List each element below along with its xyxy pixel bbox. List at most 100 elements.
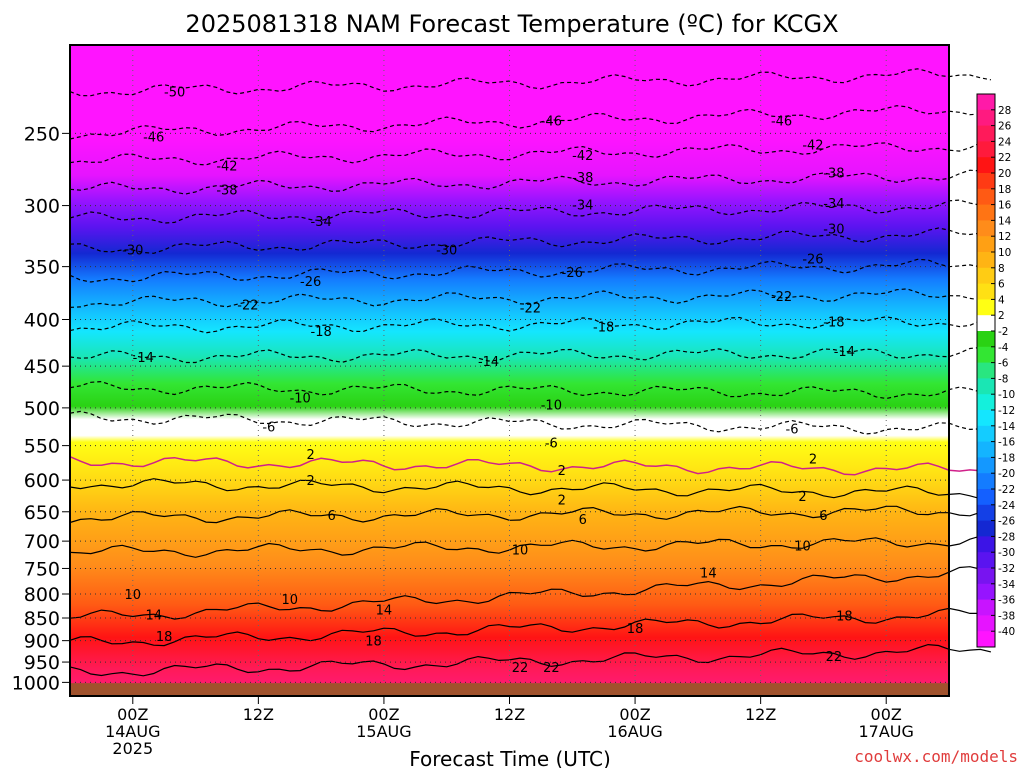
- legend-label: -20: [998, 468, 1015, 480]
- legend-label: 12: [998, 231, 1011, 243]
- grid-lines: [70, 45, 949, 696]
- contour-line: [69, 288, 992, 308]
- legend-swatch: [977, 394, 995, 411]
- legend-frame: [976, 93, 996, 648]
- contour-line: [69, 380, 991, 400]
- contour-label: 10: [512, 544, 529, 559]
- legend-swatch: [977, 489, 995, 506]
- contour-labels: -50-46 -46-46-42-42-42-38-38 -38-34-34 -34-…: [122, 86, 855, 676]
- legend-swatch: [977, 315, 995, 332]
- contour-line: [69, 199, 991, 224]
- plot-area: -50-46 -46-46-42-42-42-38-38 -38-34-34 -34-…: [69, 44, 992, 697]
- y-tick-label: 850: [24, 608, 60, 630]
- legend-swatch: [977, 252, 995, 269]
- legend-swatch: [977, 536, 995, 553]
- legend-swatch: [977, 520, 995, 537]
- legend-swatch: [977, 425, 995, 443]
- y-tick-label: 600: [24, 470, 60, 492]
- y-tick-label: 400: [24, 310, 60, 332]
- x-tick-date: 15AUG: [356, 722, 411, 741]
- contour-line: [69, 456, 992, 476]
- contour-label: 14: [376, 604, 393, 619]
- legend-swatch: [977, 615, 995, 632]
- legend-label: -16: [998, 437, 1015, 449]
- ground-surface: [70, 683, 949, 696]
- watermark: coolwx.com/models: [854, 747, 1018, 766]
- legend-swatch: [977, 204, 995, 221]
- contour-label: -34: [823, 197, 844, 212]
- contour-label: -38: [572, 171, 593, 186]
- y-tick-label: 550: [24, 436, 60, 458]
- y-tick-label: 300: [24, 196, 60, 218]
- legend-label: 22: [998, 152, 1011, 164]
- x-tick-label: 00Z: [117, 705, 148, 724]
- y-tick-label: 450: [24, 356, 60, 378]
- contour-label: 10: [794, 540, 811, 555]
- contour-label: -18: [593, 320, 614, 335]
- legend-swatch: [977, 188, 995, 206]
- legend-label: -40: [998, 626, 1015, 638]
- contour-label: -6: [545, 437, 558, 452]
- legend-swatch: [977, 631, 995, 648]
- contour-label: -14: [478, 355, 499, 370]
- contour-line: [69, 227, 991, 254]
- contour-label: 14: [700, 567, 717, 582]
- legend-swatch: [977, 378, 995, 395]
- contour-label: 2: [798, 490, 806, 505]
- contour-label: 14: [145, 608, 162, 623]
- contour-label: -38: [216, 183, 237, 198]
- legend-label: 24: [998, 136, 1012, 148]
- contour-line: [69, 258, 992, 283]
- contour-label: -46: [771, 114, 792, 129]
- contour-label: 2: [307, 474, 315, 489]
- legend-label: -6: [998, 358, 1009, 370]
- contour-label: 18: [365, 635, 382, 650]
- contour-label: -6: [262, 420, 275, 435]
- legend-swatch: [977, 125, 995, 142]
- legend-label: 10: [998, 247, 1011, 259]
- legend-label: 26: [998, 121, 1012, 133]
- legend-swatch: [977, 410, 995, 427]
- legend-label: -38: [998, 610, 1015, 622]
- legend-label: -18: [998, 452, 1015, 464]
- legend-label: -14: [998, 421, 1015, 433]
- contour-label: 18: [627, 622, 644, 637]
- contour-label: -22: [520, 301, 541, 316]
- contour-label: -30: [436, 243, 457, 258]
- legend-swatch: [977, 283, 995, 300]
- contour-label: -46: [541, 114, 562, 129]
- contour-label: -50: [164, 86, 185, 101]
- legend-label: 28: [998, 105, 1011, 117]
- legend-label: -8: [998, 373, 1008, 385]
- contour-label: -42: [572, 149, 593, 164]
- contour-label: -18: [311, 325, 332, 340]
- x-tick-label: 12Z: [745, 705, 776, 724]
- legend-label: -22: [998, 484, 1015, 496]
- legend-label: -30: [998, 547, 1015, 559]
- legend-swatch: [977, 173, 995, 190]
- contour-label: 22: [543, 661, 560, 676]
- contour-label: -42: [216, 159, 237, 174]
- legend-swatch: [977, 473, 995, 490]
- x-tick-year: 2025: [112, 739, 153, 758]
- legend-label: 16: [998, 200, 1012, 212]
- contour-label: 6: [579, 513, 587, 528]
- legend-swatch: [977, 504, 995, 522]
- x-tick-date: 16AUG: [607, 722, 662, 741]
- contour-label: -14: [834, 345, 855, 360]
- contour-label: 2: [558, 464, 566, 479]
- legend-swatch: [977, 267, 995, 285]
- contour-label: -10: [290, 391, 311, 406]
- legend-label: -12: [998, 405, 1015, 417]
- contour-label: -42: [802, 138, 823, 153]
- contour-label: 2: [307, 448, 315, 463]
- contour-line: [69, 505, 992, 524]
- legend-label: 4: [998, 294, 1005, 306]
- legend-label: 20: [998, 168, 1011, 180]
- x-axis-title: Forecast Time (UTC): [409, 747, 611, 768]
- contour-label: -14: [133, 351, 154, 366]
- x-tick-label: 00Z: [871, 705, 902, 724]
- x-tick-label: 12Z: [243, 705, 274, 724]
